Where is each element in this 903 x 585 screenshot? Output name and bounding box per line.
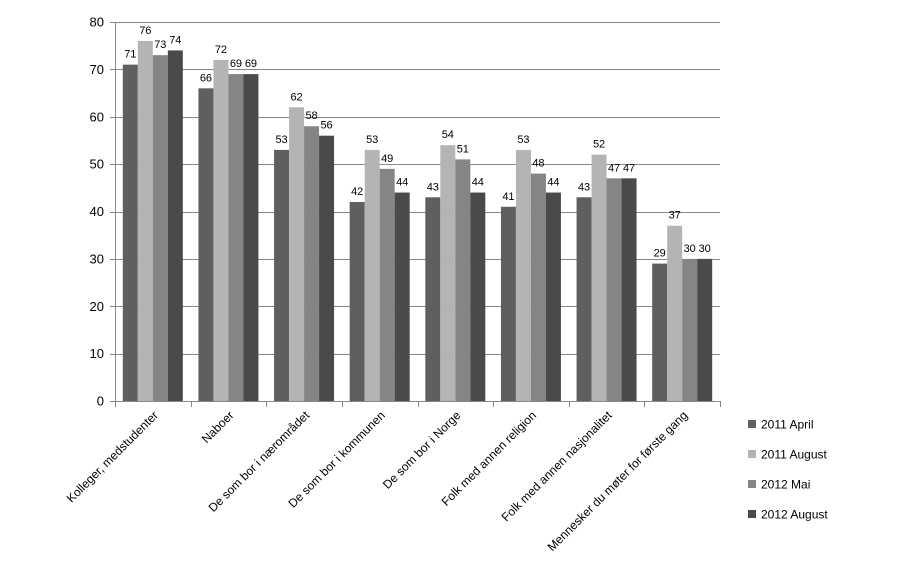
x-category-label: Naboer bbox=[199, 408, 237, 446]
data-label: 43 bbox=[578, 181, 590, 193]
bar bbox=[470, 192, 486, 401]
bar bbox=[697, 258, 713, 401]
bar bbox=[167, 50, 183, 402]
data-label: 69 bbox=[230, 58, 242, 70]
bar bbox=[228, 74, 244, 402]
bar bbox=[213, 59, 229, 402]
bar bbox=[289, 107, 305, 402]
bar bbox=[243, 74, 259, 402]
data-label: 53 bbox=[517, 134, 529, 146]
y-tick-label: 70 bbox=[90, 62, 104, 77]
data-label: 53 bbox=[275, 134, 287, 146]
data-label: 72 bbox=[215, 44, 227, 56]
y-tick-label: 50 bbox=[90, 157, 104, 172]
legend-swatch bbox=[748, 480, 756, 488]
data-label: 51 bbox=[457, 143, 469, 155]
data-label: 56 bbox=[320, 120, 332, 132]
legend-swatch bbox=[748, 450, 756, 458]
data-label: 53 bbox=[366, 134, 378, 146]
y-axis-ticks: 0 10 20 30 40 50 60 70 80 bbox=[90, 15, 115, 409]
data-label: 54 bbox=[442, 129, 454, 141]
data-label: 48 bbox=[532, 158, 544, 170]
data-label: 69 bbox=[245, 58, 257, 70]
bar bbox=[606, 178, 622, 401]
bar bbox=[364, 149, 380, 401]
x-category-label: Mennesker du møter for første gang bbox=[545, 408, 691, 554]
data-label: 47 bbox=[608, 162, 620, 174]
bar bbox=[198, 88, 214, 401]
bar bbox=[440, 145, 456, 401]
bar bbox=[455, 159, 471, 401]
x-axis-categories: Kolleger, medstudenter Naboer De som bor i… bbox=[64, 408, 691, 554]
y-tick-label: 80 bbox=[90, 15, 104, 30]
legend-swatch bbox=[748, 420, 756, 428]
data-label: 74 bbox=[169, 34, 181, 46]
data-label: 47 bbox=[623, 162, 635, 174]
data-label: 73 bbox=[154, 39, 166, 51]
bar bbox=[515, 149, 531, 401]
legend-label: 2011 April bbox=[761, 418, 813, 432]
legend-label: 2012 August bbox=[761, 508, 828, 522]
bar bbox=[274, 149, 290, 401]
data-label: 44 bbox=[396, 177, 408, 189]
data-label: 76 bbox=[139, 25, 151, 37]
bar bbox=[621, 178, 637, 401]
legend-label: 2011 August bbox=[761, 448, 828, 462]
bar bbox=[152, 55, 168, 401]
data-label: 44 bbox=[472, 177, 484, 189]
data-label: 30 bbox=[699, 243, 711, 255]
data-label: 42 bbox=[351, 186, 363, 198]
bar bbox=[304, 126, 320, 401]
x-category-label: Kolleger, medstudenter bbox=[64, 408, 161, 505]
bar bbox=[122, 64, 138, 401]
bar bbox=[379, 168, 395, 401]
data-label: 66 bbox=[200, 72, 212, 84]
bar bbox=[349, 202, 365, 401]
bar bbox=[425, 197, 441, 401]
bar bbox=[319, 135, 335, 401]
bar bbox=[667, 225, 683, 401]
bar bbox=[500, 206, 516, 401]
bar bbox=[591, 154, 607, 401]
legend-swatch bbox=[748, 510, 756, 518]
bars bbox=[122, 40, 713, 402]
x-category-label: De som bor i Norge bbox=[380, 408, 464, 492]
data-label: 49 bbox=[381, 153, 393, 165]
data-label: 71 bbox=[124, 49, 136, 61]
bar bbox=[530, 173, 546, 401]
data-label: 43 bbox=[427, 181, 439, 193]
y-tick-label: 20 bbox=[90, 299, 104, 314]
y-tick-label: 10 bbox=[90, 346, 104, 361]
axes bbox=[115, 22, 721, 407]
legend-label: 2012 Mai bbox=[761, 478, 810, 492]
data-label: 62 bbox=[290, 91, 302, 103]
y-tick-label: 40 bbox=[90, 204, 104, 219]
bar bbox=[545, 192, 561, 401]
y-tick-label: 60 bbox=[90, 109, 104, 124]
y-tick-label: 0 bbox=[97, 394, 104, 409]
data-label: 37 bbox=[669, 210, 681, 222]
data-label: 29 bbox=[654, 248, 666, 260]
data-label: 41 bbox=[502, 191, 514, 203]
data-label: 44 bbox=[547, 177, 559, 189]
legend: 2011 April 2011 August 2012 Mai 2012 August bbox=[748, 418, 828, 522]
bar bbox=[137, 40, 153, 401]
bar bbox=[682, 258, 698, 401]
bar bbox=[652, 263, 668, 401]
data-label: 30 bbox=[684, 243, 696, 255]
y-tick-label: 30 bbox=[90, 251, 104, 266]
bar bbox=[394, 192, 410, 401]
bar bbox=[576, 197, 592, 401]
data-label: 52 bbox=[593, 139, 605, 151]
data-label: 58 bbox=[305, 110, 317, 122]
